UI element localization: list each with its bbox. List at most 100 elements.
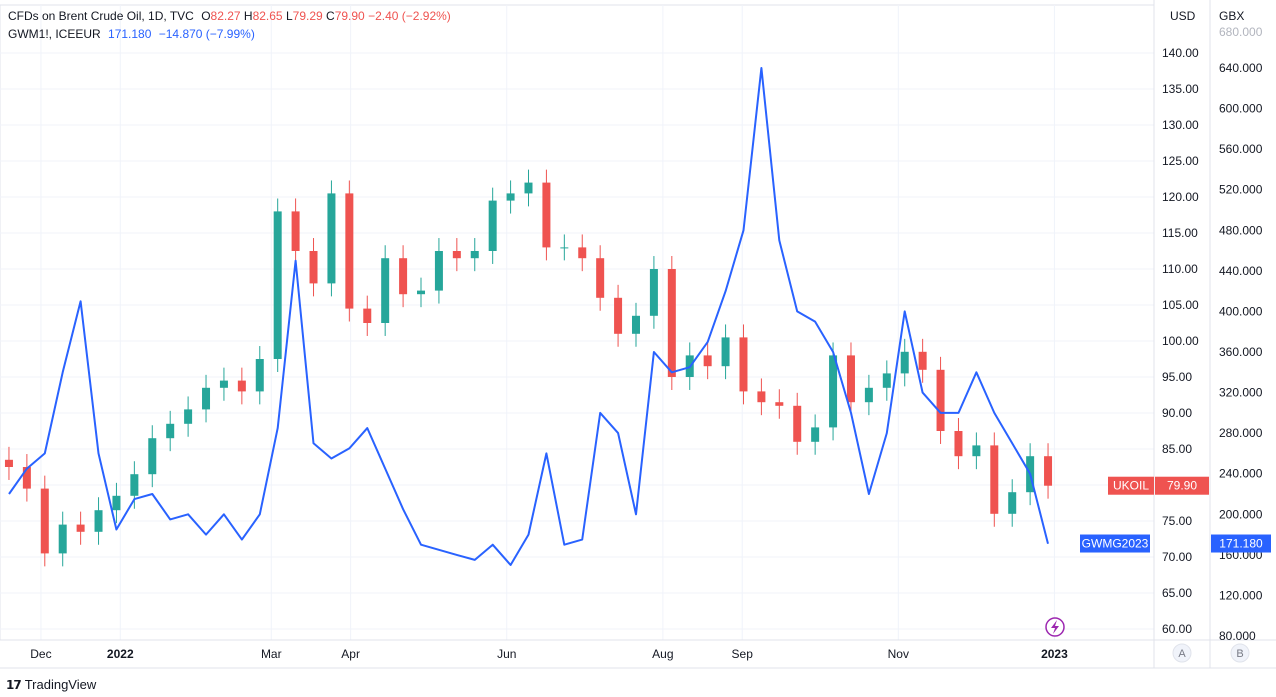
candle-body (829, 355, 838, 428)
legend-symbol-2: GWM1!, ICEEUR (8, 27, 101, 41)
legend-h-value: 82.65 (252, 9, 283, 23)
gbx-tick-label: 640.000 (1219, 61, 1263, 75)
gwm-price-tag (1211, 534, 1271, 553)
scale-button-a[interactable] (1172, 643, 1192, 663)
candle-body (470, 251, 479, 259)
usd-tick-label: 100.00 (1162, 334, 1199, 348)
candle-body (22, 467, 31, 489)
candle-body (631, 315, 640, 334)
gbx-tick-label: 280.000 (1219, 426, 1263, 440)
gbx-tick-label-clipped: 680.000 (1219, 25, 1263, 39)
candle-body (596, 258, 605, 298)
usd-tick-label: 115.00 (1162, 226, 1198, 240)
candle-body (524, 182, 533, 194)
gbx-header-bg (1211, 6, 1275, 26)
candle-body (1044, 456, 1053, 486)
gbx-tick-label: 400.000 (1219, 304, 1263, 318)
usd-tick-label: 65.00 (1162, 586, 1192, 600)
ukoil-price-text: 79.90 (1167, 479, 1197, 493)
gbx-tick-label: 520.000 (1219, 183, 1263, 197)
tradingview-footer[interactable]: 𝟭𝟳 TradingView (6, 677, 96, 692)
candle-body (667, 269, 676, 377)
gbx-tick-label: 120.000 (1219, 588, 1263, 602)
usd-tick-label: 120.00 (1162, 190, 1199, 204)
candle-body (112, 495, 121, 511)
legend-o-value: 82.27 (210, 9, 241, 23)
legend-o-label: O (201, 9, 211, 23)
usd-tick-label: 125.00 (1162, 154, 1199, 168)
x-tick-label: Nov (888, 647, 909, 661)
usd-tick-label: 105.00 (1162, 298, 1199, 312)
candle-body (703, 355, 712, 367)
scale-button-label: B (1236, 648, 1243, 660)
x-tick-label: 2023 (1041, 647, 1068, 661)
candle-body (452, 251, 461, 259)
usd-tick-label: 75.00 (1162, 514, 1192, 528)
legend-h-label: H (243, 9, 253, 23)
gwm-series-line (8, 67, 1049, 566)
legend-c-value: 79.90 (334, 9, 365, 23)
candle-body (148, 438, 157, 475)
usd-axis-label: USD (1170, 9, 1196, 23)
tradingview-brand: TradingView (24, 677, 97, 692)
candle-body (219, 380, 228, 388)
legend-symbol: CFDs on Brent Crude Oil, 1D, TVC (8, 9, 194, 23)
x-tick-label: Dec (30, 647, 51, 661)
candle-body (291, 211, 300, 251)
candle-body (434, 251, 443, 291)
usd-tick-label: 95.00 (1162, 370, 1192, 384)
legend-change-2: −14.870 (−7.99%) (158, 27, 255, 41)
ukoil-name-tag (1108, 476, 1154, 495)
tradingview-logo-icon: 𝟭𝟳 (6, 677, 22, 692)
x-tick-label: Mar (261, 647, 282, 661)
scale-button-b[interactable] (1230, 643, 1250, 663)
gbx-tick-label: 80.000 (1219, 629, 1256, 643)
candle-body (775, 402, 784, 406)
usd-tick-label: 90.00 (1162, 406, 1192, 420)
gwm-name-text: GWMG2023 (1082, 537, 1149, 551)
x-tick-label: Apr (341, 647, 360, 661)
candle-body (846, 355, 855, 403)
gwm-name-tag (1080, 534, 1150, 553)
legend-row-gwm: GWM1!, ICEEUR 171.180 −14.870 (−7.99%) (8, 27, 259, 41)
candle-body (184, 409, 193, 424)
ukoil-price-tag (1155, 476, 1209, 495)
usd-tick-label: 140.00 (1162, 46, 1199, 60)
candle-body (381, 258, 390, 323)
candle-body (166, 423, 175, 439)
ukoil-name-text: UKOIL (1113, 479, 1149, 493)
gbx-tick-label: 320.000 (1219, 386, 1263, 400)
lightning-bolt-icon (1051, 620, 1059, 634)
x-tick-label: Aug (652, 647, 673, 661)
gbx-axis-label: GBX (1219, 9, 1244, 23)
candle-body (76, 524, 85, 532)
candle-body (345, 193, 354, 309)
gbx-tick-label: 240.000 (1219, 467, 1263, 481)
candle-body (757, 391, 766, 403)
candle-body (936, 369, 945, 431)
candle-body (202, 387, 211, 410)
candle-body (793, 405, 802, 442)
candle-body (811, 427, 820, 442)
candle-body (578, 247, 587, 259)
candle-body (954, 431, 963, 457)
x-tick-label: 2022 (107, 647, 134, 661)
gbx-tick-label: 200.000 (1219, 507, 1263, 521)
candle-body (1008, 492, 1017, 514)
candle-body (560, 247, 569, 249)
gbx-tick-label: 600.000 (1219, 102, 1263, 116)
candle-body (130, 474, 139, 496)
usd-tick-label: 70.00 (1162, 550, 1192, 564)
legend-value-2: 171.180 (108, 27, 152, 41)
candle-body (739, 337, 748, 392)
candle-body (542, 182, 551, 248)
candle-body (237, 380, 246, 392)
usd-tick-label: 85.00 (1162, 442, 1192, 456)
candle-body (506, 193, 515, 201)
candle-body (94, 510, 103, 532)
legend-l-label: L (285, 9, 293, 23)
legend-change: −2.40 (−2.92%) (368, 9, 451, 23)
candle-body (58, 524, 67, 554)
x-tick-label: Jun (497, 647, 516, 661)
